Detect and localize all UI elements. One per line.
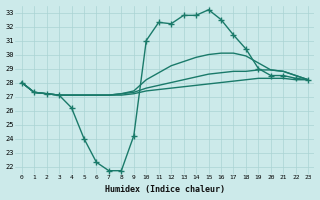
X-axis label: Humidex (Indice chaleur): Humidex (Indice chaleur) bbox=[105, 185, 225, 194]
